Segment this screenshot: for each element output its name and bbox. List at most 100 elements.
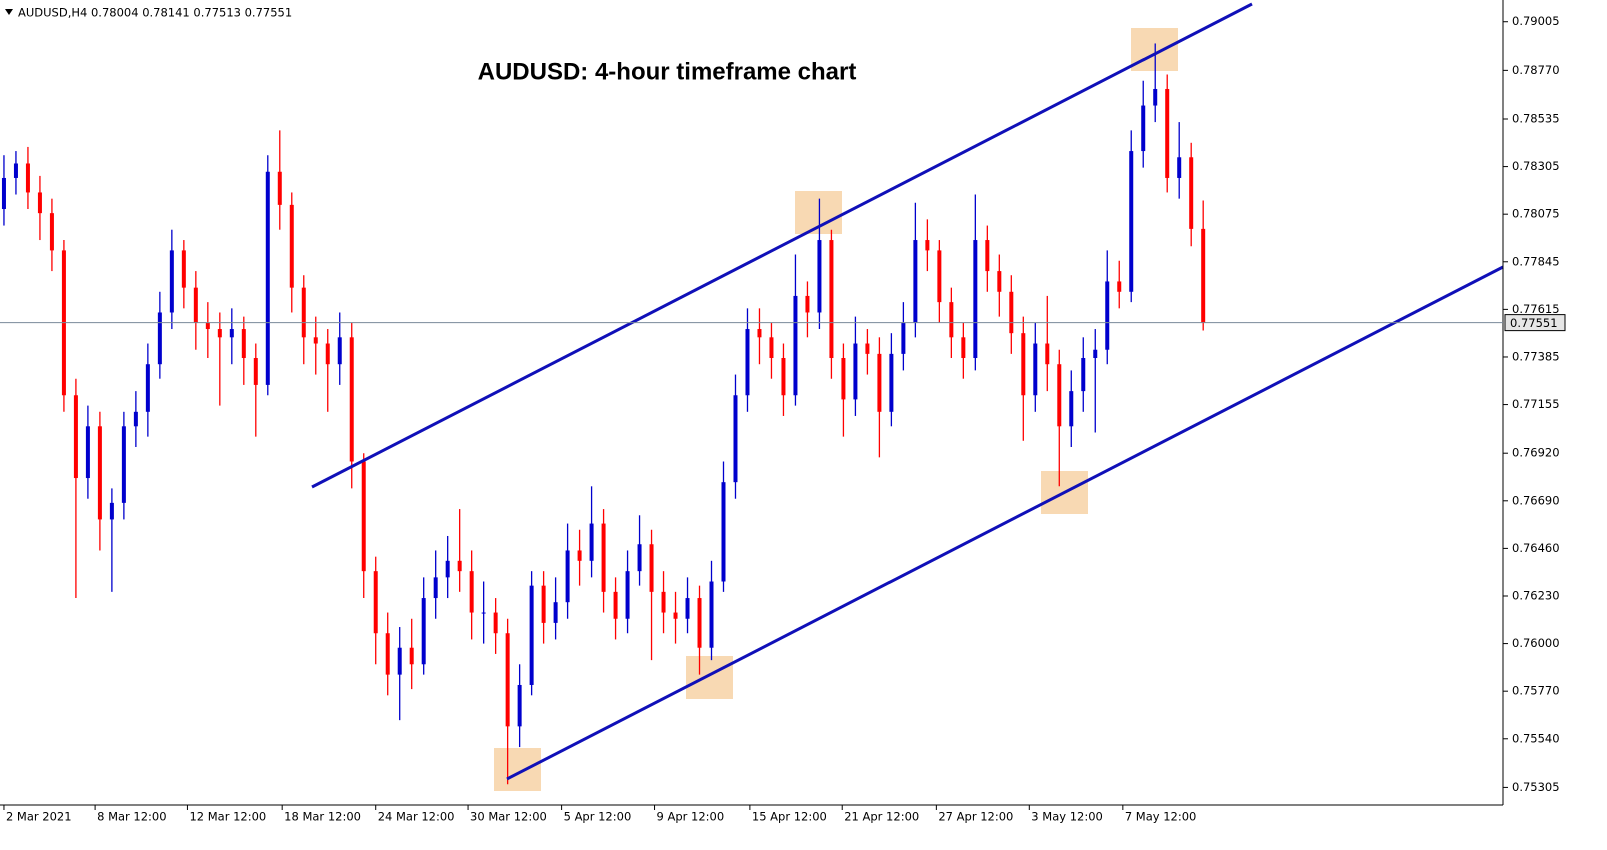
- candle-body: [745, 329, 750, 396]
- candle-body: [517, 684, 522, 727]
- candle-body: [241, 329, 246, 359]
- y-tick-label: 0.77155: [1512, 397, 1560, 411]
- candle-body: [1033, 343, 1038, 396]
- candle-body: [673, 612, 678, 619]
- candle-body: [313, 337, 318, 344]
- candle-body: [1093, 349, 1098, 359]
- chart-title: AUDUSD: 4-hour timeframe chart: [478, 58, 857, 85]
- candle-body: [721, 482, 726, 582]
- candle-body: [493, 612, 498, 634]
- candle-body: [589, 523, 594, 561]
- candle-body: [205, 322, 210, 330]
- candle-body: [529, 585, 534, 685]
- highlight: [494, 748, 541, 791]
- y-tick-label: 0.75770: [1512, 684, 1560, 698]
- x-tick-label: 5 Apr 12:00: [564, 810, 632, 824]
- y-tick-label: 0.77615: [1512, 302, 1560, 316]
- y-tick-label: 0.76460: [1512, 541, 1560, 555]
- candle-body: [649, 544, 654, 592]
- candle-body: [685, 598, 690, 619]
- candle-body: [229, 329, 234, 338]
- y-tick-label: 0.78535: [1512, 111, 1560, 125]
- candle-body: [289, 204, 294, 288]
- candle-body: [49, 213, 54, 251]
- candle-body: [253, 358, 258, 385]
- candle-body: [1009, 291, 1014, 334]
- candle-body: [985, 240, 990, 272]
- y-tick-label: 0.78075: [1512, 207, 1560, 221]
- y-tick-label: 0.76230: [1512, 588, 1560, 602]
- x-tick-label: 2 Mar 2021: [6, 810, 72, 824]
- candle-body: [889, 353, 894, 412]
- menu-arrow: [5, 9, 13, 15]
- candle-body: [169, 250, 174, 313]
- candle-body: [829, 240, 834, 359]
- candle-body: [613, 591, 618, 619]
- highlight: [1131, 28, 1178, 71]
- x-tick-label: 18 Mar 12:00: [284, 810, 361, 824]
- candle-body: [265, 171, 270, 385]
- candle-body: [445, 560, 450, 578]
- candle-body: [409, 647, 414, 665]
- candle-body: [805, 295, 810, 313]
- candle-body: [1201, 228, 1206, 323]
- candle-body: [565, 550, 570, 603]
- candle-body: [1, 177, 6, 210]
- candle-body: [1165, 88, 1170, 178]
- x-tick-label: 27 Apr 12:00: [938, 810, 1013, 824]
- x-tick-label: 9 Apr 12:00: [657, 810, 725, 824]
- candle-body: [37, 192, 42, 214]
- candle-body: [961, 337, 966, 359]
- candle-body: [433, 577, 438, 599]
- y-tick-label: 0.75540: [1512, 731, 1560, 745]
- y-tick-label: 0.78305: [1512, 159, 1560, 173]
- trend-line: [506, 265, 1504, 781]
- candle-body: [217, 329, 222, 338]
- candle-body: [697, 598, 702, 648]
- candle-body: [865, 343, 870, 354]
- x-tick-label: 7 May 12:00: [1125, 810, 1197, 824]
- candle-body: [277, 171, 282, 205]
- candle-body: [733, 395, 738, 483]
- candle-body: [661, 591, 666, 613]
- candle-body: [757, 329, 762, 338]
- candle-body: [853, 343, 858, 400]
- candle-body: [709, 581, 714, 648]
- candle-body: [373, 571, 378, 634]
- y-tick-label: 0.75305: [1512, 780, 1560, 794]
- candle-body: [385, 633, 390, 675]
- y-tick-label: 0.77845: [1512, 254, 1560, 268]
- candle-body: [109, 502, 114, 520]
- y-tick-label: 0.76920: [1512, 446, 1560, 460]
- candle-body: [637, 544, 642, 572]
- candle-body: [925, 240, 930, 251]
- candle-body: [949, 302, 954, 338]
- candle-body: [25, 163, 30, 193]
- x-tick-label: 21 Apr 12:00: [844, 810, 919, 824]
- candle-body: [877, 353, 882, 412]
- candle-body: [193, 287, 198, 323]
- y-tick-label: 0.76000: [1512, 636, 1560, 650]
- candle-body: [1189, 157, 1194, 229]
- y-tick-label: 0.76690: [1512, 493, 1560, 507]
- candle-body: [1117, 281, 1122, 292]
- x-tick-label: 24 Mar 12:00: [378, 810, 455, 824]
- x-tick-label: 8 Mar 12:00: [97, 810, 166, 824]
- candle-body: [1129, 151, 1134, 292]
- candle-body: [973, 240, 978, 359]
- x-tick-label: 30 Mar 12:00: [470, 810, 547, 824]
- candle-body: [1177, 157, 1182, 178]
- y-tick-label: 0.77385: [1512, 349, 1560, 363]
- candle-body: [469, 571, 474, 613]
- candle-body: [769, 337, 774, 359]
- candle-body: [337, 337, 342, 365]
- candle-body: [937, 250, 942, 303]
- candle-body: [625, 571, 630, 619]
- candle-body: [1021, 333, 1026, 396]
- candle-body: [601, 523, 606, 592]
- candle-body: [85, 426, 90, 479]
- candle-body: [397, 647, 402, 675]
- candle-body: [553, 602, 558, 623]
